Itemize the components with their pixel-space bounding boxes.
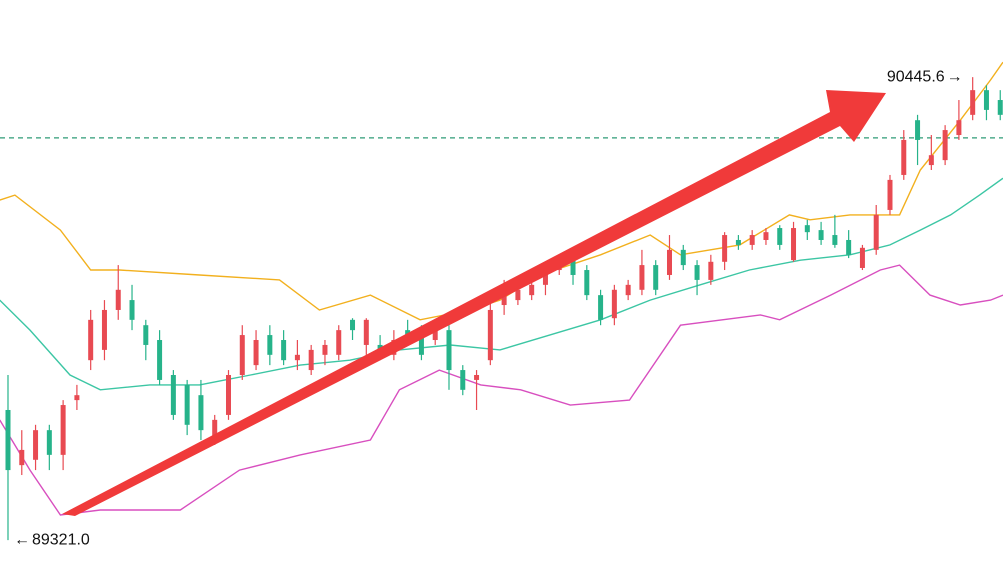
band-line-middle xyxy=(0,177,1003,391)
candle-body xyxy=(763,232,769,240)
price-arrow: → xyxy=(947,68,963,85)
candle-body xyxy=(777,228,783,245)
candle-body xyxy=(915,120,921,140)
price-labels: 90445.6 → ← 89321.0 xyxy=(14,68,963,548)
candle-body xyxy=(19,449,25,466)
candle-body xyxy=(267,335,273,355)
candle-body xyxy=(5,409,11,471)
candle-body xyxy=(791,228,797,261)
candle-body xyxy=(101,309,107,350)
candle-body xyxy=(487,309,493,361)
candle-body xyxy=(942,130,948,161)
candle-body xyxy=(432,328,438,341)
candle-body xyxy=(294,354,300,361)
candle-body xyxy=(212,419,218,441)
candle-body xyxy=(418,335,424,355)
candle-body xyxy=(157,340,163,380)
candle-body xyxy=(749,235,755,245)
candle-body xyxy=(225,375,231,415)
candle-body xyxy=(970,90,976,115)
candle-body xyxy=(570,260,576,275)
candle-body xyxy=(735,239,741,245)
candle-body xyxy=(708,261,714,280)
price-arrow: ← xyxy=(14,531,30,548)
candle-body xyxy=(901,139,907,175)
candle-body xyxy=(46,430,52,455)
candle-body xyxy=(722,235,728,262)
candle-body xyxy=(956,120,962,136)
candle-body xyxy=(322,344,328,355)
candle-body xyxy=(198,395,204,431)
candle-body xyxy=(846,239,852,255)
candle-body xyxy=(88,319,94,361)
candle-body xyxy=(474,375,480,380)
candle-body xyxy=(529,284,535,296)
candle-body xyxy=(625,284,631,296)
candle-body xyxy=(542,270,548,285)
candle-body xyxy=(239,335,245,376)
candle-body xyxy=(666,249,672,275)
candle-body xyxy=(653,265,659,290)
candle-body xyxy=(115,289,121,310)
candle-body xyxy=(350,319,356,331)
candle-body xyxy=(832,235,838,245)
candle-body xyxy=(584,270,590,296)
candle-body xyxy=(997,100,1003,115)
candle-body xyxy=(639,265,645,290)
candle-body xyxy=(253,340,259,366)
candle-body xyxy=(818,230,824,240)
candle-body xyxy=(308,349,314,371)
candle-body xyxy=(363,319,369,345)
candle-body xyxy=(446,330,452,371)
candle-body xyxy=(74,395,80,401)
candle-body xyxy=(184,384,190,425)
trend-arrow xyxy=(62,90,886,516)
candle-body xyxy=(887,179,893,210)
candle-body xyxy=(60,405,66,455)
candle-body xyxy=(170,375,176,415)
candle-body xyxy=(928,155,934,166)
candle-body xyxy=(460,370,466,390)
candles xyxy=(5,77,1003,541)
candle-body xyxy=(680,249,686,266)
candle-body xyxy=(859,247,865,268)
price-label: 90445.6 xyxy=(887,68,945,85)
candle-body xyxy=(405,330,411,336)
candle-body xyxy=(694,265,700,280)
candle-body xyxy=(515,289,521,301)
candle-body xyxy=(336,330,342,355)
candle-body xyxy=(873,214,879,250)
candle-body xyxy=(33,430,39,460)
candle-body xyxy=(501,289,507,306)
candle-body xyxy=(598,295,604,320)
candle-body xyxy=(129,300,135,320)
candle-body xyxy=(281,340,287,361)
candle-body xyxy=(804,225,810,233)
candle-body xyxy=(983,90,989,110)
candle-body xyxy=(611,289,617,319)
price-label: 89321.0 xyxy=(32,531,90,548)
band-line-lower xyxy=(0,264,1003,516)
candle-body xyxy=(143,325,149,345)
